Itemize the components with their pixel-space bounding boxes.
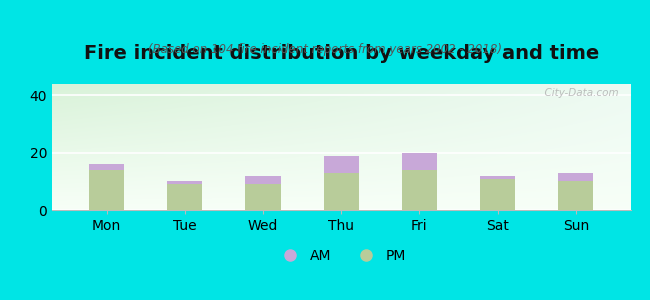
Bar [480, 176, 515, 178]
Bar [402, 170, 437, 210]
Bar [246, 184, 281, 210]
Text: (Based on 104 fire incident reports from years 2002 - 2018): (Based on 104 fire incident reports from… [148, 44, 502, 56]
Bar [558, 182, 593, 210]
Bar [324, 173, 359, 210]
Bar [89, 164, 124, 170]
Bar [167, 184, 203, 210]
Bar [324, 156, 359, 173]
Bar [89, 170, 124, 210]
Bar [558, 173, 593, 182]
Bar [480, 178, 515, 210]
Title: Fire incident distribution by weekday and time: Fire incident distribution by weekday an… [84, 44, 599, 63]
Bar [402, 153, 437, 170]
Bar [246, 176, 281, 184]
Text: City-Data.com: City-Data.com [538, 88, 619, 98]
Bar [167, 182, 203, 184]
Legend: AM, PM: AM, PM [271, 244, 411, 268]
